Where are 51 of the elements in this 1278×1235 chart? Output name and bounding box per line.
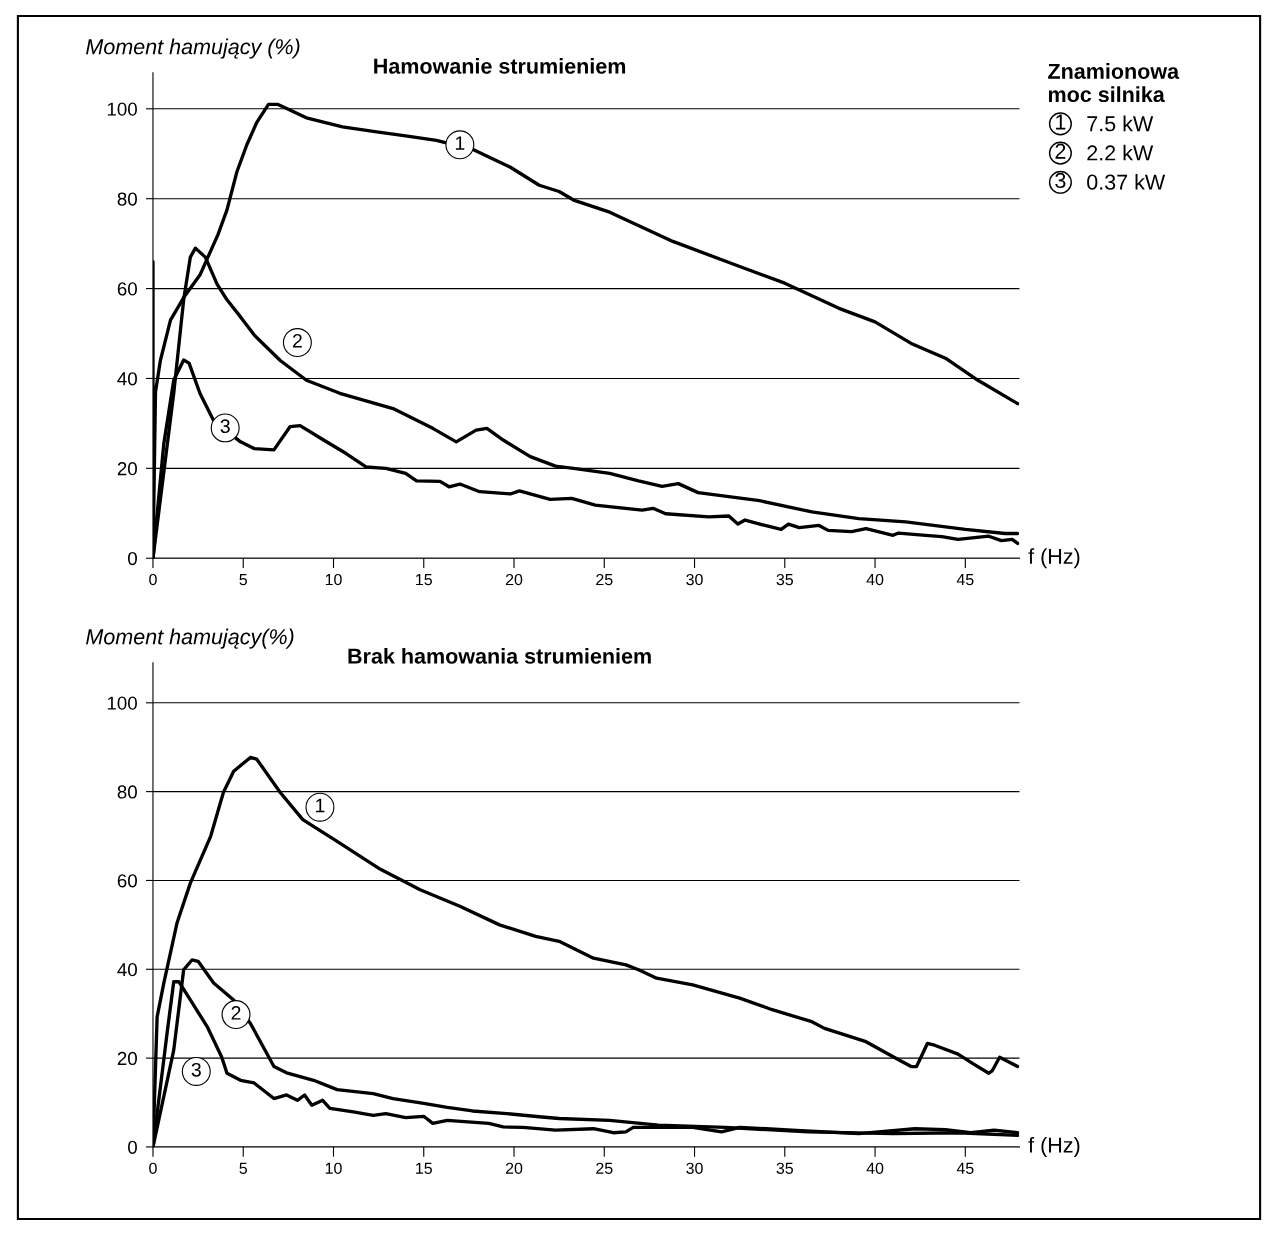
x-tick-label: 5 bbox=[239, 574, 248, 586]
annotation: 3 bbox=[191, 1062, 201, 1077]
annotation: 3 bbox=[220, 419, 230, 434]
y-axis-title: Moment hamujący(%) bbox=[86, 628, 294, 649]
y-tick-label: 100 bbox=[107, 696, 137, 710]
y-tick-label: 100 bbox=[107, 102, 137, 116]
y-tick-label: 80 bbox=[117, 785, 137, 799]
x-tick-label: 25 bbox=[596, 1162, 613, 1174]
x-tick-label: 45 bbox=[956, 574, 974, 586]
annotation: 2 bbox=[231, 1006, 241, 1020]
x-tick-label: 20 bbox=[505, 573, 523, 586]
chart-title: Hamowanie strumieniem bbox=[374, 57, 626, 74]
x-tick-label: 15 bbox=[416, 1162, 432, 1174]
x-tick-label: 0 bbox=[149, 1162, 157, 1174]
y-tick-label: 20 bbox=[117, 1051, 137, 1066]
legend-label: 0.37 kW bbox=[1087, 173, 1166, 190]
x-tick-label: 30 bbox=[686, 573, 703, 586]
y-tick-label: 0 bbox=[128, 1140, 137, 1154]
x-tick-label: 35 bbox=[776, 1162, 793, 1174]
x-tick-label: 25 bbox=[596, 573, 613, 586]
y-tick-label: 40 bbox=[117, 962, 137, 977]
x-tick-label: 15 bbox=[416, 574, 432, 586]
x-tick-label: 20 bbox=[505, 1162, 523, 1174]
y-axis-title: Moment hamujący (%) bbox=[86, 38, 300, 59]
y-tick-label: 40 bbox=[117, 372, 137, 386]
chart-title: Brak hamowania strumieniem bbox=[348, 647, 651, 664]
y-tick-label: 60 bbox=[117, 282, 137, 296]
x-tick-label: 40 bbox=[866, 1162, 884, 1174]
x-tick-label: 45 bbox=[956, 1162, 974, 1174]
x-tick-label: 10 bbox=[325, 1162, 342, 1174]
y-tick-label: 0 bbox=[128, 551, 137, 566]
x-tick-label: 10 bbox=[325, 573, 342, 586]
legend-title: Znamionowa moc silnika bbox=[1048, 63, 1180, 103]
y-tick-label: 60 bbox=[117, 874, 137, 888]
y-tick-label: 20 bbox=[117, 462, 137, 476]
annotation: 1 bbox=[455, 136, 465, 150]
x-axis-title: f (Hz) bbox=[1028, 1136, 1080, 1157]
annotation: 1 bbox=[316, 798, 325, 813]
x-tick-label: 35 bbox=[776, 573, 793, 586]
legend-label: 7.5 kW bbox=[1087, 115, 1154, 132]
x-tick-label: 0 bbox=[149, 573, 157, 586]
y-tick-label: 80 bbox=[117, 192, 137, 206]
text: 2 bbox=[1055, 143, 1066, 159]
text: 1 bbox=[1056, 114, 1066, 130]
legend-label: 2.2 kW bbox=[1087, 144, 1154, 161]
x-tick-label: 5 bbox=[239, 1162, 248, 1174]
x-axis-title: f (Hz) bbox=[1028, 548, 1080, 569]
text: 3 bbox=[1055, 172, 1066, 189]
x-tick-label: 40 bbox=[866, 573, 884, 586]
annotation: 2 bbox=[292, 333, 302, 348]
x-tick-label: 30 bbox=[686, 1162, 703, 1174]
